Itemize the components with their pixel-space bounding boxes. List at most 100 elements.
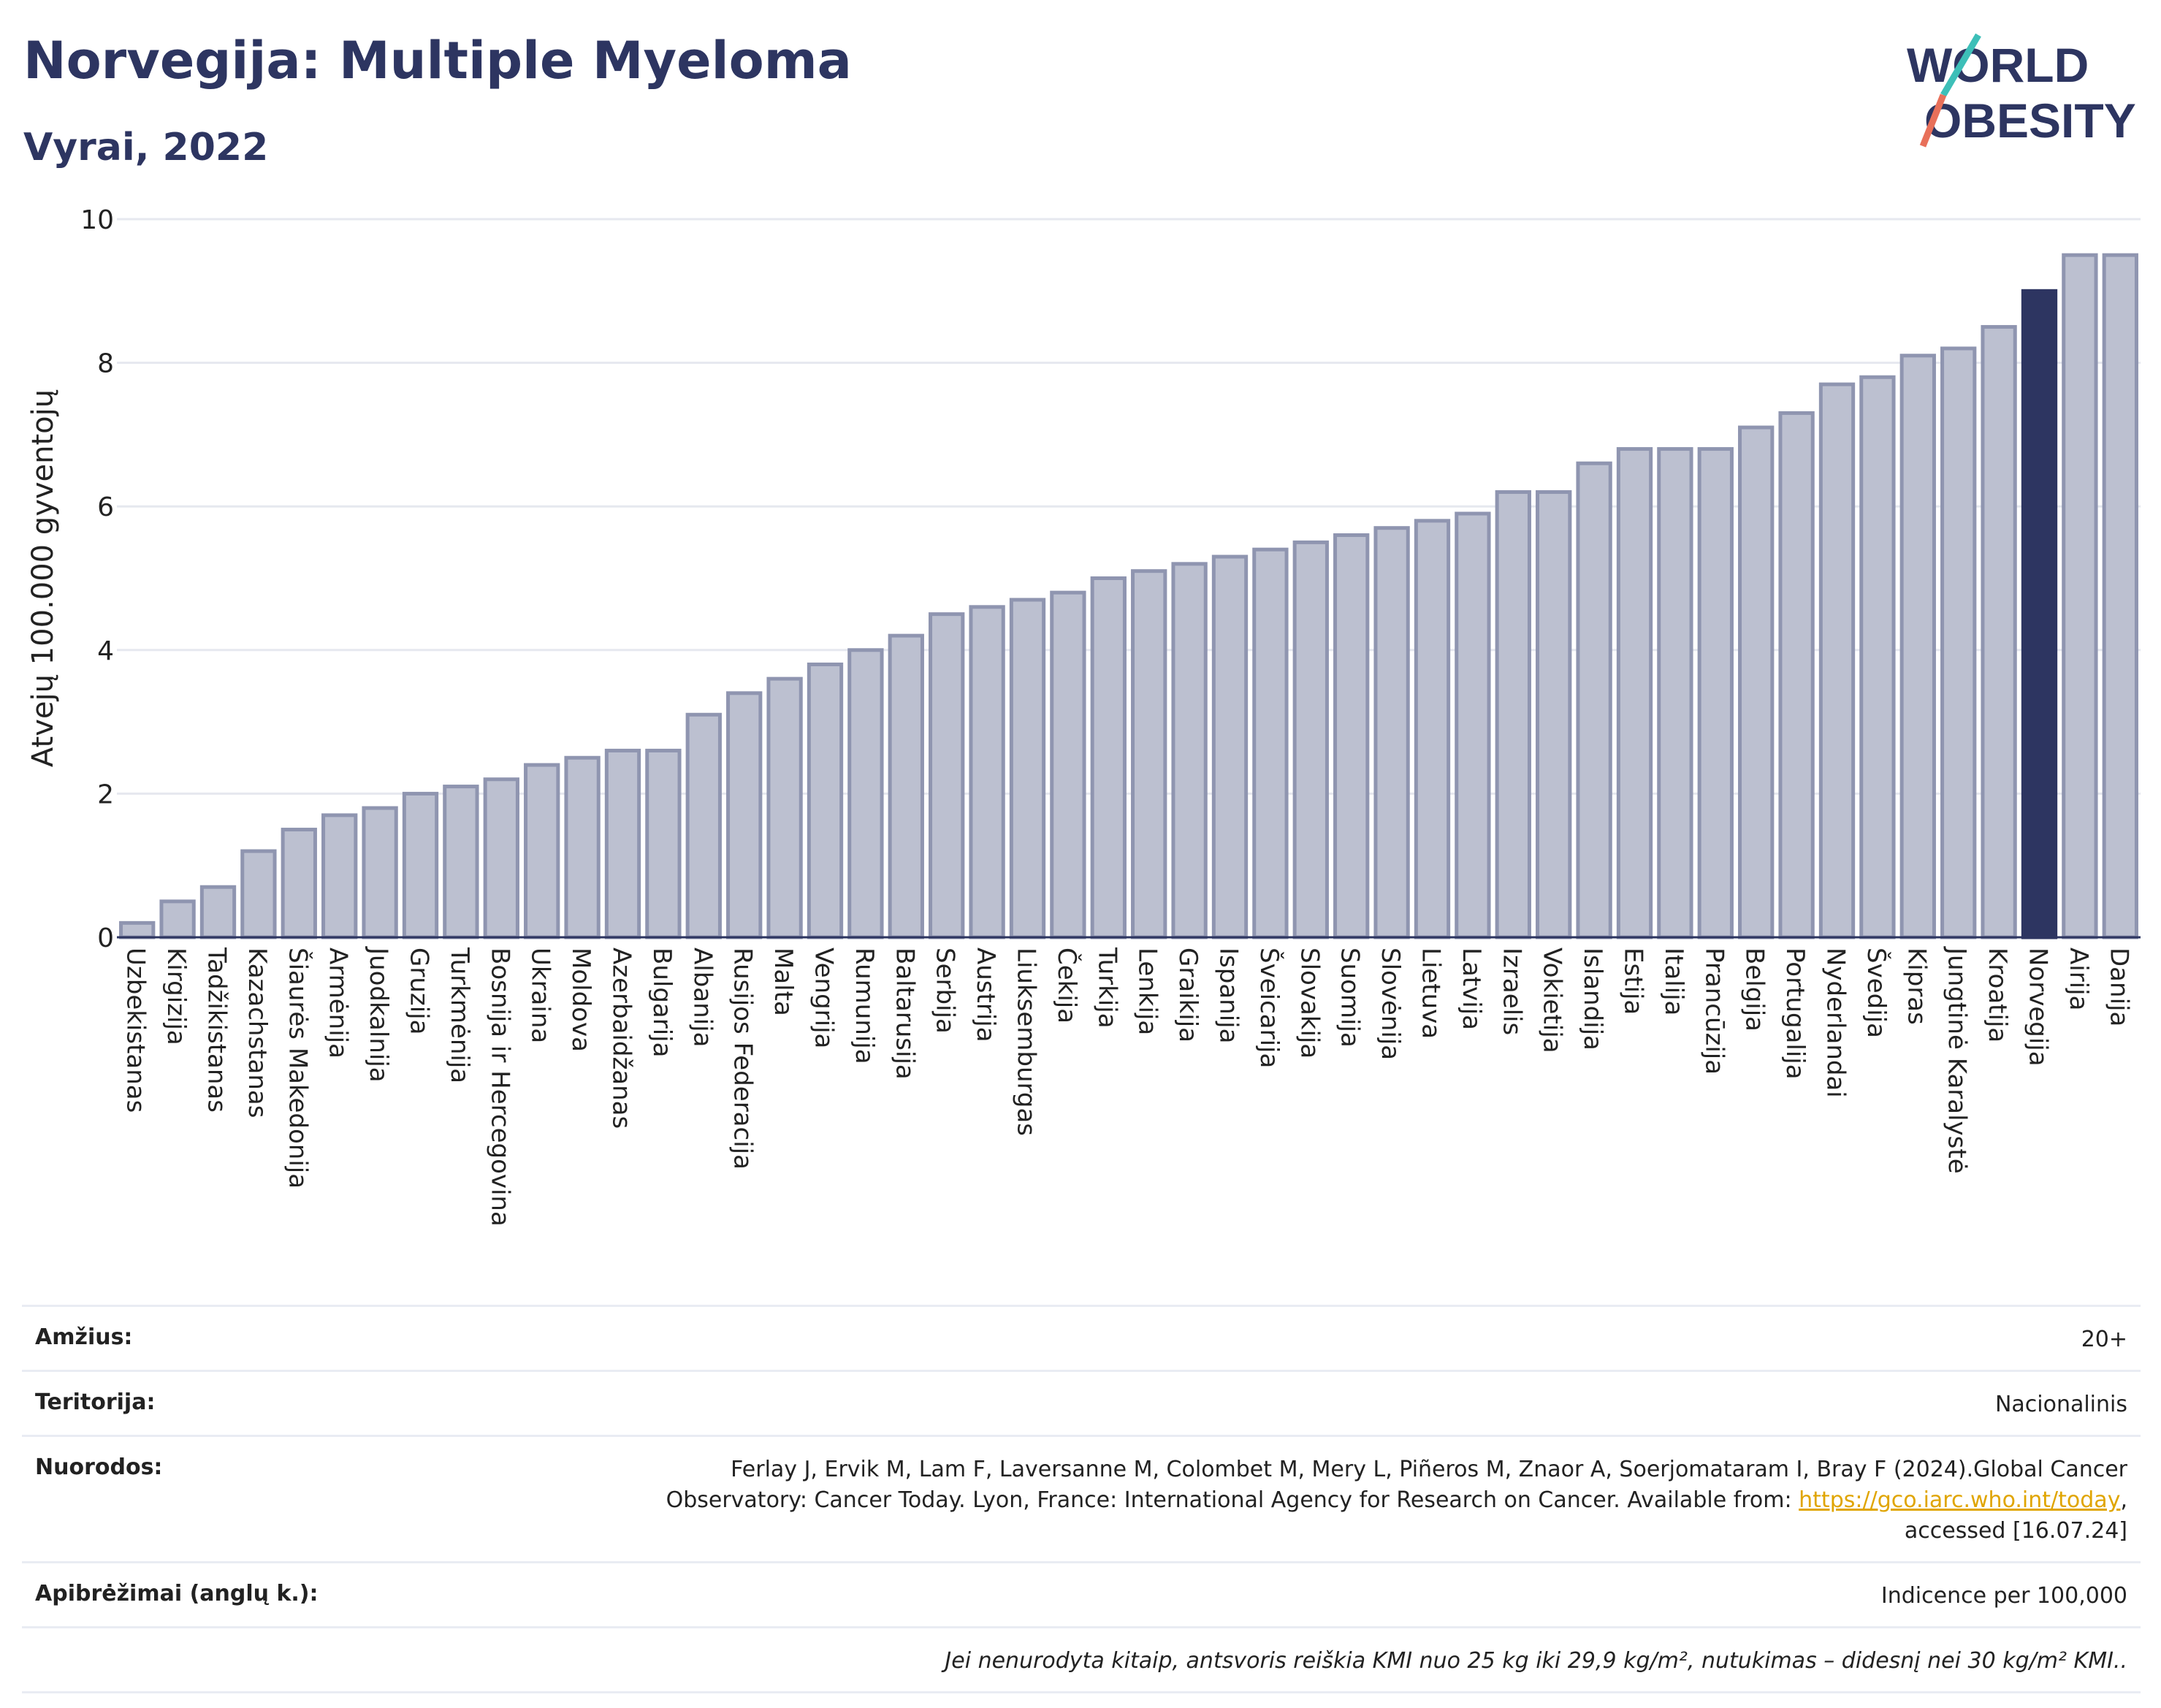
bar-16 (766, 676, 803, 939)
x-tick-label: Baltarusija (890, 948, 919, 1080)
logo-slash-bottom (1919, 94, 1947, 148)
x-tick-label: Kirgizija (161, 948, 191, 1045)
bar-4 (281, 828, 317, 939)
bar-20 (929, 612, 965, 939)
bar-7 (402, 791, 439, 939)
bar-36 (1576, 461, 1612, 939)
y-axis-ticks: 0 2 4 6 8 10 (80, 205, 114, 953)
x-tick-label: Liuksemburgas (1012, 948, 1041, 1136)
references-value: Ferlay J, Ervik M, Lam F, Laversanne M, … (666, 1455, 2127, 1547)
age-label: Amžius: (35, 1324, 133, 1350)
x-tick-label: Uzbekistanas (121, 948, 150, 1113)
bar-43 (1859, 375, 1896, 939)
bar-30 (1333, 533, 1370, 939)
bar-1 (159, 899, 196, 939)
page-title: Norvegija: Multiple Myeloma (23, 31, 852, 91)
x-tick-label: Ispanija (1214, 948, 1243, 1043)
x-tick-label: Turkmėnija (445, 947, 474, 1083)
x-tick-label: Suomija (1335, 948, 1365, 1048)
bar-29 (1292, 540, 1329, 939)
x-tick-label: Turkija (1092, 947, 1121, 1029)
territory-value: Nacionalinis (1994, 1392, 2127, 1417)
bar-37 (1616, 447, 1653, 939)
y-tick-label: 4 (97, 636, 114, 666)
x-tick-label: Armėnija (324, 948, 353, 1059)
bar-27 (1211, 554, 1249, 939)
logo-slash-top (1940, 33, 1981, 97)
x-tick-label: Islandija (1578, 948, 1607, 1051)
references-text-1: Ferlay J, Ervik M, Lam F, Laversanne M, … (731, 1457, 2127, 1482)
x-tick-label: Lenkija (1133, 948, 1162, 1035)
bar-48 (2062, 253, 2098, 939)
x-tick-label: Jungtinė Karalystė (1943, 946, 1972, 1174)
bar-47 (2021, 289, 2058, 939)
bar-19 (888, 633, 924, 939)
definitions-label: Apibrėžimai (anglų k.): (35, 1581, 319, 1606)
x-tick-label: Norvegija (2024, 948, 2053, 1067)
logo-text-obesity: OBESITY (1924, 94, 2136, 148)
x-tick-label: Estija (1619, 948, 1648, 1015)
x-tick-label: Belgija (1740, 948, 1769, 1032)
x-tick-label: Danija (2104, 948, 2133, 1026)
x-tick-label: Izraelis (1497, 948, 1526, 1035)
x-tick-label: Bulgarija (647, 948, 676, 1057)
x-tick-label: Austrija (971, 948, 1000, 1042)
bar-8 (443, 785, 479, 939)
bar-46 (1981, 324, 2017, 939)
bar-2 (199, 885, 237, 939)
bar-11 (564, 755, 601, 939)
meta-row-references: Nuorodos: Ferlay J, Ervik M, Lam F, Lave… (22, 1435, 2141, 1561)
y-tick-label: 8 (97, 349, 114, 379)
x-tick-label: Italija (1659, 948, 1688, 1015)
bar-12 (604, 748, 641, 939)
x-axis-labels: Uzbekistanas Kirgizija Tadžikistanas Kazach… (121, 946, 2134, 1227)
definitions-value: Indicence per 100,000 (1880, 1583, 2127, 1609)
x-tick-label: Vokietija (1538, 948, 1567, 1053)
x-tick-label: Slovėnija (1376, 948, 1405, 1060)
bar-15 (726, 691, 763, 939)
x-tick-label: Kipras (1902, 948, 1931, 1025)
x-tick-label: Serbija (931, 948, 960, 1034)
bar-45 (1940, 346, 1977, 939)
bar-41 (1778, 411, 1815, 939)
x-tick-label: Ukraina (526, 948, 555, 1043)
x-tick-label: Airija (2064, 948, 2093, 1010)
bar-42 (1818, 382, 1856, 939)
y-tick-label: 0 (97, 923, 114, 953)
meta-row-note: Jei nenurodyta kitaip, antsvoris reiškia… (22, 1626, 2141, 1693)
logo-text-world: WORLD (1907, 38, 2089, 92)
bar-3 (240, 849, 277, 939)
bars (119, 253, 2138, 939)
bar-chart: 0 2 4 6 8 10 Uzbekistanas Kirgizija Tadžikistan… (26, 205, 2141, 1227)
y-tick-label: 6 (97, 492, 114, 522)
x-tick-label: Rumunija (850, 948, 879, 1064)
bar-39 (1697, 447, 1734, 939)
bar-6 (362, 806, 398, 939)
meta-row-age: Amžius: 20+ (22, 1305, 2141, 1370)
bar-32 (1414, 519, 1451, 939)
bar-9 (483, 777, 519, 939)
bar-49 (2102, 253, 2138, 939)
x-tick-label: Azerbaidžanas (607, 948, 636, 1129)
bar-22 (1009, 598, 1046, 939)
references-link[interactable]: https://gco.iarc.who.int/today (1799, 1487, 2121, 1513)
meta-row-territory: Teritorija: Nacionalinis (22, 1370, 2141, 1435)
meta-row-definitions: Apibrėžimai (anglų k.): Indicence per 10… (22, 1561, 2141, 1626)
x-tick-label: Bosnija ir Hercegovina (485, 948, 514, 1227)
metadata-table: Amžius: 20+ Teritorija: Nacionalinis Nuo… (22, 1305, 2141, 1693)
bar-35 (1536, 490, 1572, 939)
bar-21 (969, 605, 1005, 939)
bar-13 (645, 748, 682, 939)
y-axis-label: Atvejų 100.000 gyventojų (26, 389, 60, 767)
references-text-4: accessed [16.07.24] (1904, 1518, 2127, 1544)
x-tick-label: Gruzija (405, 948, 434, 1034)
bar-14 (685, 712, 722, 939)
x-tick-label: Kazachstanas (243, 948, 272, 1118)
y-tick-label: 10 (80, 205, 114, 235)
x-tick-label: Lietuva (1417, 948, 1446, 1039)
age-value: 20+ (2081, 1327, 2127, 1352)
bar-17 (807, 662, 844, 939)
x-tick-label: Prancūzija (1699, 948, 1729, 1075)
bar-23 (1050, 590, 1086, 939)
bar-25 (1131, 569, 1167, 939)
